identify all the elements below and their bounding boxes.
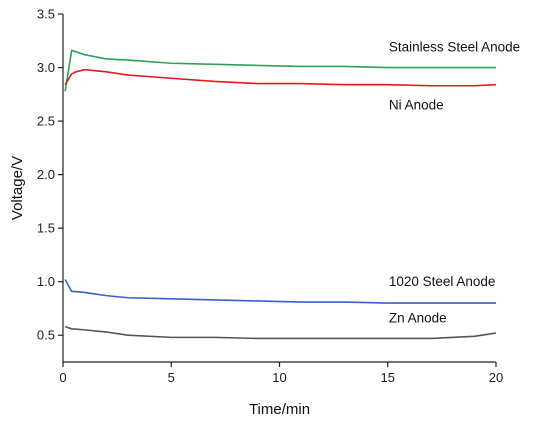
series-label-1020-steel-anode: 1020 Steel Anode (389, 274, 496, 289)
y-tick-label: 0.5 (37, 328, 55, 343)
x-tick-label: 5 (168, 370, 175, 385)
x-axis-ticks: 0 5 10 15 20 (59, 362, 503, 385)
y-axis-title: Voltage/V (9, 156, 26, 220)
series-label-zn-anode: Zn Anode (389, 310, 447, 325)
y-axis-ticks: 0.5 1.0 1.5 2.0 2.5 3.0 3.5 (37, 7, 63, 343)
y-tick-label: 1.5 (37, 221, 55, 236)
series-label-ni-anode: Ni Anode (389, 97, 444, 112)
x-tick-label: 15 (381, 370, 395, 385)
series-line-ni-anode (64, 68, 497, 87)
x-tick-label: 20 (489, 370, 503, 385)
y-tick-label: 2.5 (37, 114, 55, 129)
y-tick-label: 3.5 (37, 7, 55, 22)
x-tick-label: 10 (272, 370, 286, 385)
series-lines (64, 49, 497, 340)
y-tick-label: 1.0 (37, 274, 55, 289)
series-line-stainless-steel-anode (64, 49, 496, 92)
series-label-stainless-steel-anode: Stainless Steel Anode (389, 39, 520, 54)
series-line-zn-anode (64, 325, 497, 340)
series-line-1020-steel-anode (64, 279, 496, 304)
series-labels: Stainless Steel Anode Ni Anode 1020 Steel … (389, 39, 520, 325)
y-tick-label: 3.0 (37, 60, 55, 75)
x-axis-title: Time/min (249, 401, 310, 418)
y-tick-label: 2.0 (37, 167, 55, 182)
x-tick-label: 0 (59, 370, 66, 385)
